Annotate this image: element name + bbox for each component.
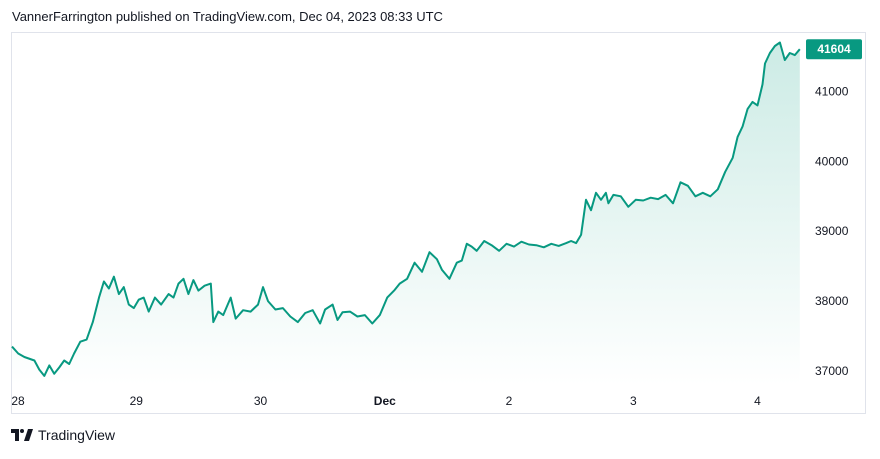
tradingview-logo-icon: [11, 429, 33, 441]
x-tick-label: 2: [506, 394, 513, 408]
y-tick-label: 37000: [815, 364, 849, 378]
x-tick-label: 28: [11, 394, 25, 408]
x-tick-label: Dec: [374, 394, 396, 408]
footer-brand-label: TradingView: [38, 427, 116, 443]
y-tick-label: 40000: [815, 154, 849, 168]
price-area-fill: [12, 42, 800, 385]
price-line: [11, 41, 801, 377]
y-tick-label: 41000: [815, 84, 849, 98]
x-tick-label: 29: [130, 394, 144, 408]
y-axis: 37000 38000 39000 40000 41000: [815, 84, 849, 378]
last-price-label: 41604: [817, 42, 851, 56]
last-price-tag-bg: [806, 39, 862, 60]
price-line-layer: [11, 41, 801, 377]
x-tick-label: 3: [630, 394, 637, 408]
chart-frame: [11, 32, 866, 414]
y-tick-label: 39000: [815, 224, 849, 238]
x-tick-label: 4: [754, 394, 761, 408]
footer-brand[interactable]: TradingView: [11, 427, 115, 443]
x-axis: 28 29 30 Dec 2 3 4: [11, 394, 761, 408]
area-fill-layer: [12, 42, 800, 385]
publish-info: VannerFarrington published on TradingVie…: [12, 9, 443, 24]
y-tick-label: 38000: [815, 294, 849, 308]
x-tick-label: 30: [254, 394, 268, 408]
last-price-tag: 41604: [806, 39, 862, 60]
